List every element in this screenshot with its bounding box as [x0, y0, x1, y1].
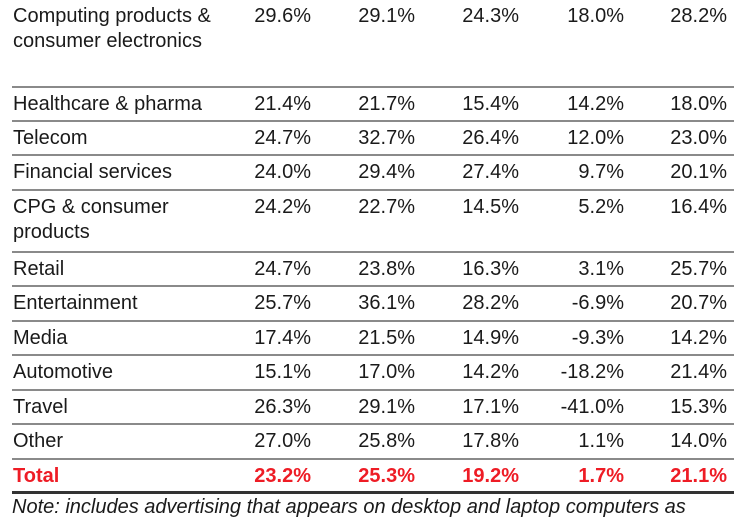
row-value: 26.4% [462, 127, 519, 149]
row-label: Computing products & consumer electronic… [13, 5, 211, 52]
row-value: 20.1% [670, 161, 727, 183]
row-label: Healthcare & pharma [13, 93, 202, 115]
row-value: 24.7% [254, 127, 311, 149]
row-value: 25.7% [254, 292, 311, 314]
row-label: Total [13, 465, 60, 487]
row-value: 9.7% [578, 161, 624, 183]
table-row: CPG & consumer products 24.2% 22.7% 14.5% 5.… [12, 191, 734, 253]
row-value: 25.3% [358, 465, 415, 487]
row-value: 5.2% [578, 196, 624, 218]
row-value: 27.4% [462, 161, 519, 183]
row-value: 16.3% [462, 258, 519, 280]
row-value: 17.0% [358, 361, 415, 383]
row-label: Other [13, 430, 64, 452]
table-row: Computing products & consumer electronic… [12, 0, 734, 88]
row-value: 19.2% [462, 465, 519, 487]
row-value: 16.4% [670, 196, 727, 218]
row-value: 24.3% [462, 5, 519, 27]
row-value: 20.7% [670, 292, 727, 314]
row-value: 23.2% [254, 465, 311, 487]
row-label: Financial services [13, 161, 172, 183]
row-value: 23.8% [358, 258, 415, 280]
row-label: Travel [13, 396, 68, 418]
row-label: Retail [13, 258, 65, 280]
row-value: 29.4% [358, 161, 415, 183]
row-value: 36.1% [358, 292, 415, 314]
row-value: 21.4% [254, 93, 311, 115]
row-value: 1.7% [578, 465, 624, 487]
row-label: CPG & consumer products [13, 196, 169, 243]
row-value: 15.1% [254, 361, 311, 383]
row-value: 21.5% [358, 327, 415, 349]
row-value: 28.2% [462, 292, 519, 314]
row-value: -6.9% [571, 292, 624, 314]
row-value: 25.8% [358, 430, 415, 452]
row-value: 29.1% [358, 396, 415, 418]
row-value: 17.8% [462, 430, 519, 452]
row-value: 17.1% [462, 396, 519, 418]
row-label: Telecom [13, 127, 88, 149]
row-value: -9.3% [571, 327, 624, 349]
table-row: Travel 26.3% 29.1% 17.1% -41.0% 15.3% [12, 391, 734, 425]
table-row: Media 17.4% 21.5% 14.9% -9.3% 14.2% [12, 322, 734, 356]
row-value: 14.5% [462, 196, 519, 218]
row-value: 21.7% [358, 93, 415, 115]
row-value: 23.0% [670, 127, 727, 149]
row-value: 27.0% [254, 430, 311, 452]
row-value: 21.1% [670, 465, 727, 487]
row-value: 21.4% [670, 361, 727, 383]
row-value: 14.9% [462, 327, 519, 349]
row-value: 32.7% [358, 127, 415, 149]
row-value: 12.0% [567, 127, 624, 149]
row-label: Media [13, 327, 68, 349]
row-value: 3.1% [578, 258, 624, 280]
row-value: 18.0% [670, 93, 727, 115]
table-note: Note: includes advertising that appears … [12, 496, 686, 518]
row-value: 17.4% [254, 327, 311, 349]
row-value: 22.7% [358, 196, 415, 218]
table-row: Entertainment 25.7% 36.1% 28.2% -6.9% 20.7% [12, 287, 734, 322]
row-value: 28.2% [670, 5, 727, 27]
table-row: Retail 24.7% 23.8% 16.3% 3.1% 25.7% [12, 253, 734, 287]
row-value: 18.0% [567, 5, 624, 27]
row-value: 24.2% [254, 196, 311, 218]
table-row: Other 27.0% 25.8% 17.8% 1.1% 14.0% [12, 425, 734, 460]
row-value: 26.3% [254, 396, 311, 418]
row-value: 14.2% [462, 361, 519, 383]
row-value: 29.1% [358, 5, 415, 27]
row-value: -18.2% [560, 361, 624, 383]
row-value: -41.0% [560, 396, 624, 418]
table-row: Financial services 24.0% 29.4% 27.4% 9.7% 20.… [12, 156, 734, 191]
total-row: Total 23.2% 25.3% 19.2% 1.7% 21.1% [12, 460, 734, 494]
row-value: 24.7% [254, 258, 311, 280]
row-label: Automotive [13, 361, 114, 383]
row-value: 1.1% [578, 430, 624, 452]
row-value: 14.2% [567, 93, 624, 115]
row-value: 15.3% [670, 396, 727, 418]
data-table: Computing products & consumer electronic… [12, 0, 734, 494]
row-value: 24.0% [254, 161, 311, 183]
row-value: 29.6% [254, 5, 311, 27]
row-value: 15.4% [462, 93, 519, 115]
row-value: 14.2% [670, 327, 727, 349]
row-value: 14.0% [670, 430, 727, 452]
row-label: Entertainment [13, 292, 138, 314]
table-row: Automotive 15.1% 17.0% 14.2% -18.2% 21.4% [12, 356, 734, 391]
table-row: Healthcare & pharma 21.4% 21.7% 15.4% 14.2% 1… [12, 88, 734, 122]
row-value: 25.7% [670, 258, 727, 280]
table-row: Telecom 24.7% 32.7% 26.4% 12.0% 23.0% [12, 122, 734, 156]
